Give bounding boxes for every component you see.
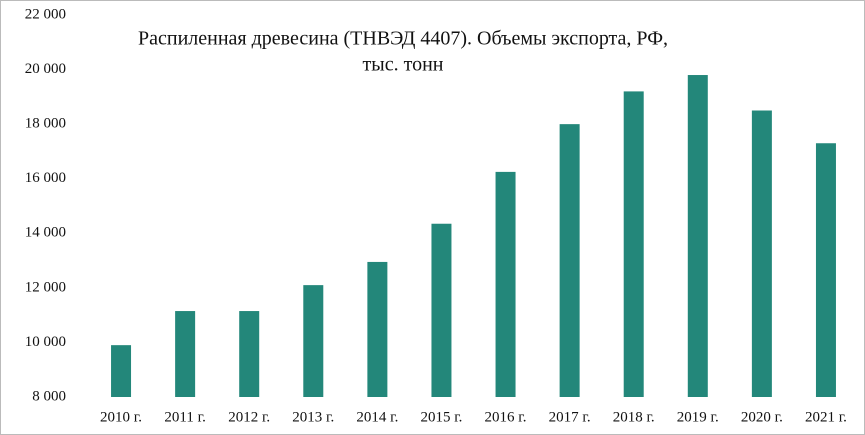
bar [559, 124, 580, 398]
bar [495, 171, 516, 397]
x-tick-label: 2012 г. [228, 409, 270, 425]
bar [303, 285, 324, 397]
x-tick-label: 2015 г. [420, 409, 462, 425]
x-tick-label: 2011 г. [164, 409, 205, 425]
bar [111, 345, 132, 397]
y-tick-label: 8 000 [32, 388, 66, 404]
bar [239, 311, 260, 397]
x-tick-label: 2014 г. [356, 409, 398, 425]
y-tick-label: 18 000 [25, 116, 66, 132]
y-tick-label: 16 000 [25, 170, 66, 186]
y-tick-label: 10 000 [25, 334, 66, 350]
bar [175, 311, 196, 397]
bar [367, 261, 388, 397]
x-tick-label: 2016 г. [485, 409, 527, 425]
bar [623, 91, 644, 398]
x-tick-label: 2010 г. [100, 409, 142, 425]
bar [815, 143, 836, 397]
bar [687, 75, 708, 398]
y-tick-label: 12 000 [25, 279, 66, 295]
x-tick-label: 2021 г. [805, 409, 847, 425]
x-tick-label: 2017 г. [549, 409, 591, 425]
y-tick-label: 22 000 [25, 6, 66, 22]
y-tick-label: 20 000 [25, 61, 66, 77]
chart-title: тыс. тонн [363, 54, 444, 76]
chart-title: Распиленная древесина (ТНВЭД 4407). Объе… [138, 28, 668, 50]
x-tick-label: 2018 г. [613, 409, 655, 425]
bar [751, 110, 772, 397]
x-tick-label: 2013 г. [292, 409, 334, 425]
y-tick-label: 14 000 [25, 225, 66, 241]
x-tick-label: 2020 г. [741, 409, 783, 425]
x-tick-label: 2019 г. [677, 409, 719, 425]
bar [431, 223, 452, 397]
